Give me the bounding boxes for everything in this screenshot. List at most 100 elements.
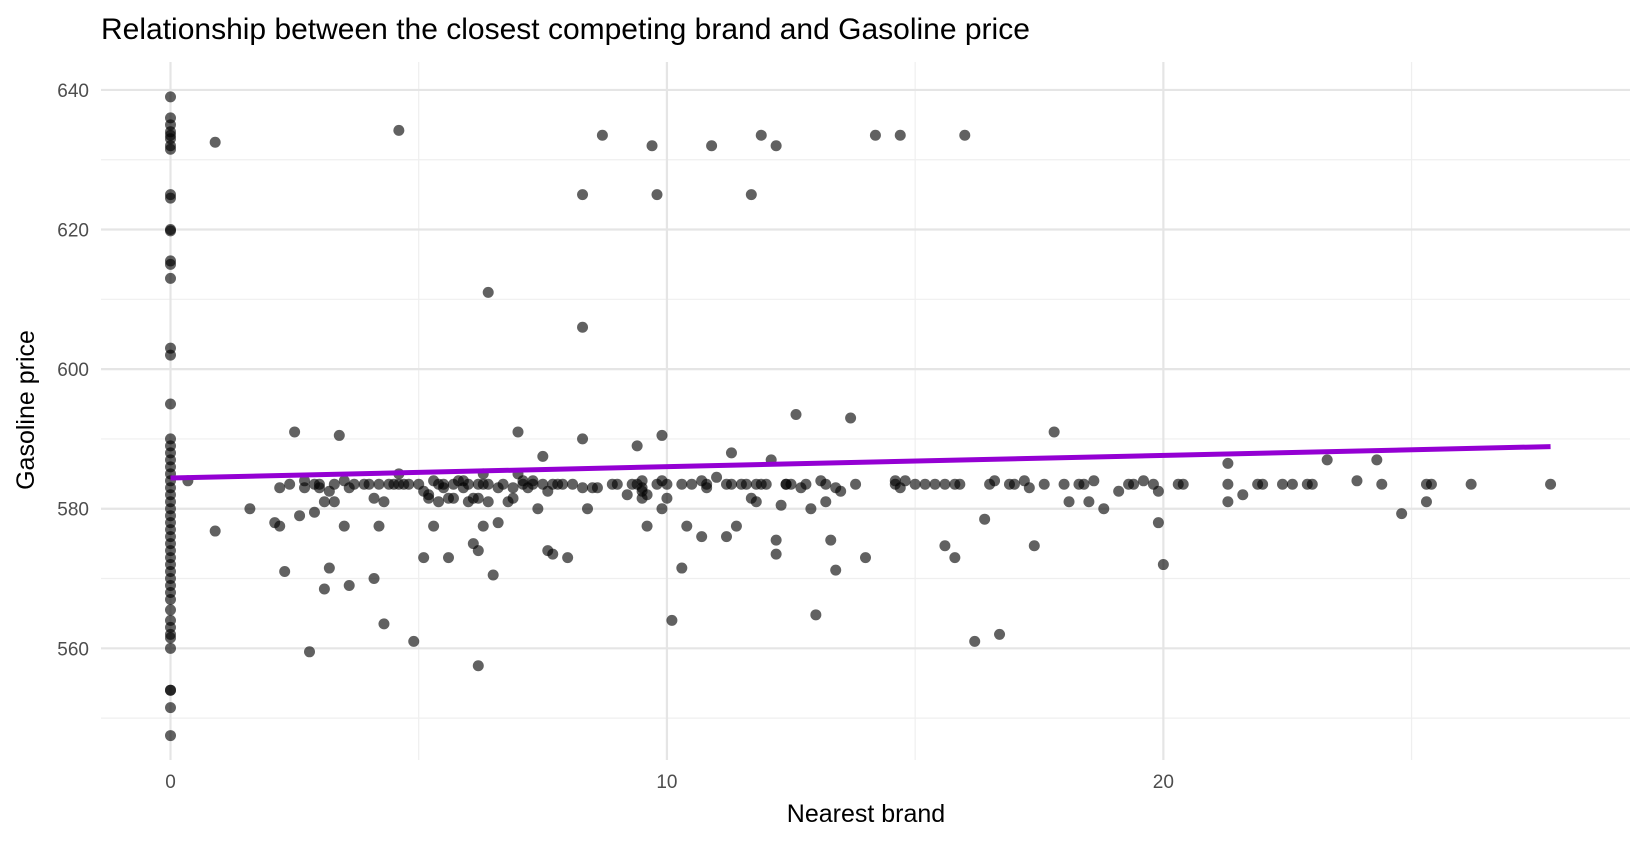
x-axis-ticks: 0 10 20 [165, 772, 1174, 793]
grid-lines [101, 62, 1630, 760]
data-point [850, 478, 862, 490]
data-point [318, 583, 330, 595]
x-tick-label: 10 [656, 772, 677, 793]
data-point [830, 564, 842, 576]
y-tick-label: 560 [57, 639, 89, 660]
data-point [368, 573, 380, 585]
y-axis-ticks: 560 580 600 620 640 [57, 81, 89, 660]
data-point [1128, 478, 1140, 490]
data-point [785, 478, 797, 490]
x-axis-title: Nearest brand [787, 800, 945, 828]
y-tick-label: 580 [57, 500, 89, 521]
data-point [721, 531, 732, 543]
data-point [492, 517, 504, 529]
data-point [343, 580, 355, 591]
data-point [1063, 496, 1075, 508]
data-point [596, 129, 608, 141]
data-point [929, 478, 941, 490]
data-point [656, 503, 668, 515]
data-point [666, 614, 678, 626]
data-point [894, 129, 906, 141]
data-point [328, 496, 340, 508]
data-point [805, 503, 817, 515]
data-point [711, 471, 723, 483]
data-point [939, 478, 951, 490]
data-point [1023, 482, 1035, 494]
data-point [661, 478, 673, 490]
data-point [591, 482, 603, 494]
data-point [755, 129, 767, 141]
data-point [1222, 496, 1234, 508]
data-point [1257, 478, 1269, 490]
data-point [770, 534, 782, 546]
data-point [1277, 478, 1288, 490]
data-point [954, 478, 966, 490]
data-point [725, 478, 737, 490]
data-point [557, 478, 569, 490]
data-point [810, 609, 822, 621]
data-point [318, 496, 330, 508]
data-point [338, 520, 350, 532]
data-point [363, 478, 375, 490]
data-point [165, 632, 176, 644]
data-point [1222, 457, 1234, 469]
data-point [428, 520, 440, 532]
data-point [800, 478, 812, 490]
data-point [333, 429, 345, 441]
data-point [577, 321, 589, 333]
data-point [730, 520, 742, 532]
data-point [378, 618, 390, 630]
data-point [577, 189, 589, 201]
data-point [1420, 496, 1432, 508]
data-point [621, 489, 633, 501]
data-point [1088, 475, 1100, 487]
data-point [989, 475, 1001, 487]
data-point [1177, 478, 1189, 490]
data-point [1048, 426, 1060, 438]
data-point [1083, 496, 1095, 508]
data-point [165, 225, 176, 237]
data-point [482, 496, 494, 508]
data-point [1152, 485, 1164, 497]
x-tick-label: 20 [1153, 772, 1174, 793]
data-point [373, 520, 385, 532]
data-point [676, 562, 688, 574]
data-point [1222, 478, 1234, 490]
data-point [1058, 478, 1070, 490]
trend-line-group [170, 444, 1551, 481]
y-axis-title: Gasoline price [12, 330, 40, 490]
y-tick-label: 640 [57, 81, 89, 102]
data-point [165, 91, 176, 103]
data-point [403, 478, 415, 490]
data-point [979, 513, 991, 525]
data-point [1351, 475, 1363, 487]
data-point [373, 478, 385, 490]
data-point [532, 503, 544, 515]
data-point [949, 552, 961, 564]
data-point [825, 534, 837, 546]
data-point [656, 429, 668, 441]
data-point [408, 635, 420, 647]
data-point [869, 129, 881, 141]
data-point [547, 548, 559, 560]
data-point [308, 506, 320, 518]
data-point [1098, 503, 1110, 515]
data-point [631, 440, 643, 452]
data-point [1028, 540, 1040, 552]
data-point [641, 489, 653, 501]
data-point [393, 124, 405, 136]
data-point [165, 398, 176, 410]
data-point [562, 552, 574, 564]
data-point [165, 192, 176, 204]
data-point [368, 492, 380, 504]
data-point [438, 482, 450, 494]
data-point [477, 520, 489, 532]
trend-line [170, 444, 1551, 481]
data-point [443, 552, 454, 564]
data-point [323, 562, 335, 574]
data-point [165, 702, 176, 714]
data-point [165, 593, 176, 605]
data-point [1237, 489, 1249, 501]
data-point [165, 730, 176, 742]
data-point [835, 485, 847, 497]
